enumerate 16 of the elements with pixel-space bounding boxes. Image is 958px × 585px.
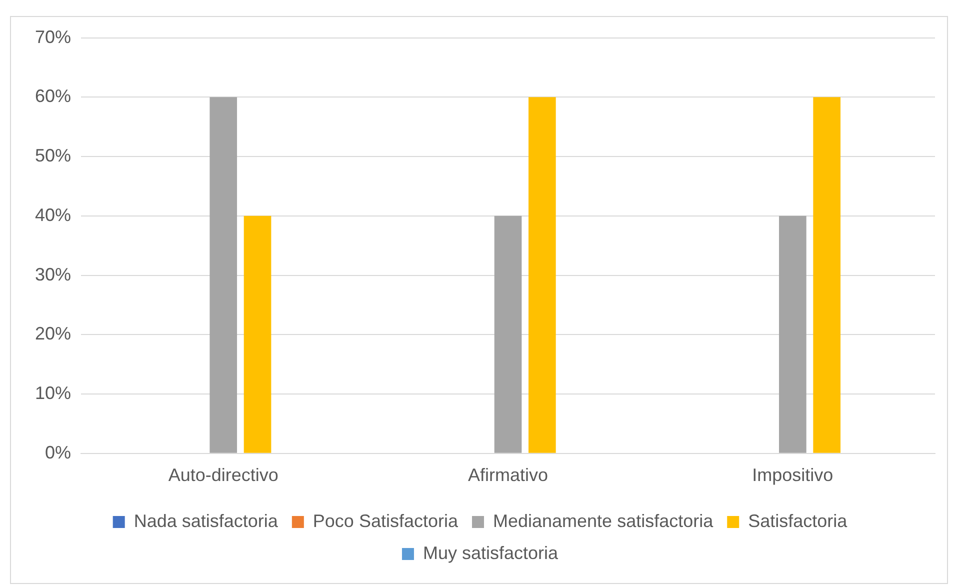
y-tick-label: 40% xyxy=(34,204,72,225)
y-tick-label: 50% xyxy=(34,146,72,166)
x-tick-label: Afirmativo xyxy=(468,465,548,486)
legend-label: Satisfactoria xyxy=(748,510,848,531)
legend-label: Medianamente satisfactoria xyxy=(492,510,714,531)
y-tick-label: 70% xyxy=(34,26,72,47)
y-tick-label: 20% xyxy=(34,324,72,344)
y-tick-label: 60% xyxy=(34,86,72,106)
y-tick-label: 0% xyxy=(45,442,72,462)
y-tick-label: 30% xyxy=(34,264,72,284)
x-tick-label: Impositivo xyxy=(752,465,834,486)
legend-label: Poco Satisfactoria xyxy=(312,510,459,531)
x-tick-label: Auto-directivo xyxy=(168,465,278,486)
y-tick-label: 10% xyxy=(34,382,72,403)
legend-label: Muy satisfactoria xyxy=(422,542,560,563)
legend-label: Nada satisfactoria xyxy=(134,510,279,531)
